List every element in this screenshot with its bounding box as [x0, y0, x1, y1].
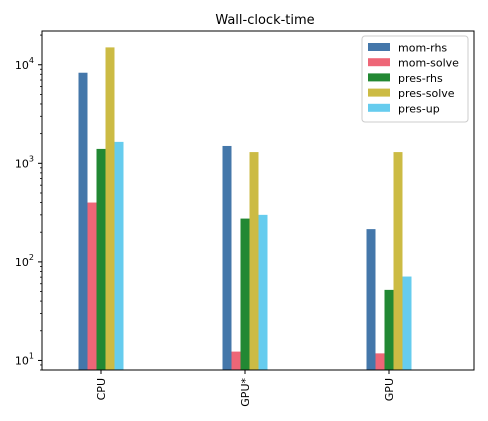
bar-mom-rhs-gpu-star — [222, 145, 232, 370]
legend-box — [361, 35, 469, 123]
x-axis: CPU GPU* GPU — [95, 370, 396, 407]
bar-pres-up-cpu — [114, 141, 124, 370]
x-tick-label: CPU — [95, 378, 108, 400]
bar-pres-rhs-cpu — [96, 148, 106, 370]
legend-swatch — [368, 88, 390, 97]
legend-swatch — [368, 103, 390, 112]
legend-label: pres-rhs — [398, 72, 443, 85]
bar-pres-rhs-gpu-star — [240, 218, 250, 370]
legend-swatch — [368, 73, 390, 82]
x-tick-label: GPU* — [239, 378, 252, 407]
bar-mom-solve-gpu — [375, 353, 385, 370]
bars-group — [78, 47, 412, 370]
legend-label: pres-up — [398, 102, 440, 115]
legend-label: mom-solve — [398, 57, 459, 70]
bar-mom-solve-gpu-star — [231, 351, 241, 370]
y-tick-label: 104 — [15, 56, 34, 72]
legend-label: mom-rhs — [398, 42, 447, 55]
y-tick-label: 103 — [15, 154, 34, 170]
bar-pres-rhs-gpu — [384, 289, 394, 370]
bar-pres-solve-gpu — [393, 152, 403, 370]
legend-swatch — [368, 43, 390, 51]
legend-swatch — [368, 58, 390, 67]
bar-pres-up-gpu — [402, 276, 412, 370]
bar-pres-solve-cpu — [105, 47, 115, 370]
bar-mom-rhs-gpu — [366, 229, 376, 370]
y-tick-label: 101 — [15, 351, 34, 367]
y-axis: 101 102 103 104 — [15, 34, 42, 371]
bar-pres-up-gpu-star — [258, 214, 268, 370]
x-tick-label: GPU — [383, 378, 396, 401]
bar-pres-solve-gpu-star — [249, 152, 259, 370]
bar-mom-rhs-cpu — [78, 72, 88, 370]
legend-label: pres-solve — [398, 87, 455, 100]
bar-mom-solve-cpu — [87, 202, 97, 370]
chart-title: Wall-clock-time — [215, 13, 314, 28]
legend: mom-rhs mom-solve pres-rhs pres-solve pres-u… — [361, 35, 469, 123]
axes-frame — [41, 30, 475, 371]
y-tick-label: 102 — [15, 253, 34, 269]
